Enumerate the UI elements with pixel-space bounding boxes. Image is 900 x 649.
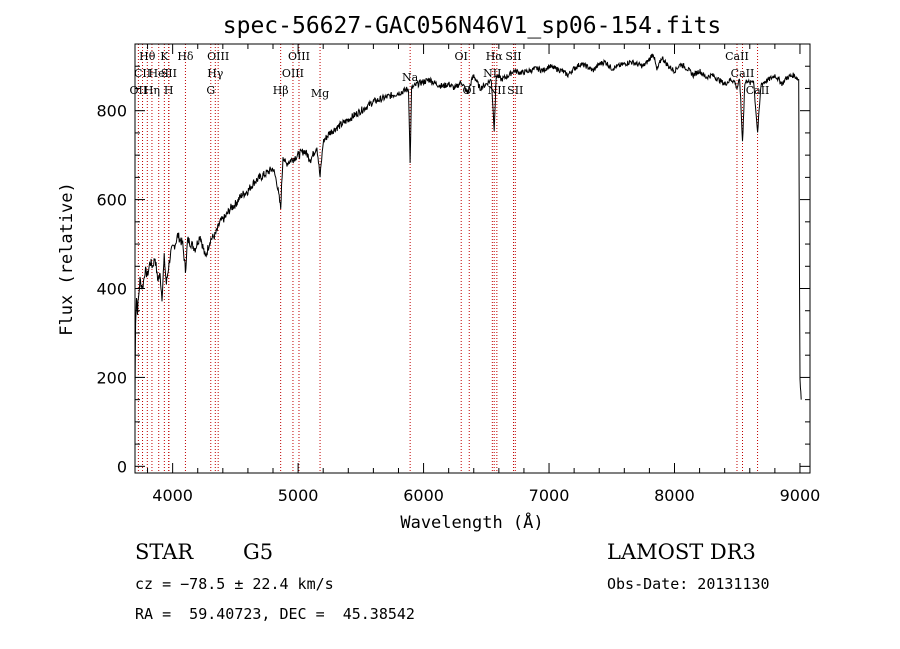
redshift-readout: cz = −78.5 ± 22.4 km/s: [135, 575, 334, 593]
spectral-line-label: SII: [505, 50, 521, 63]
plot-frame: [134, 43, 811, 474]
survey-name: LAMOST DR3: [607, 540, 756, 564]
y-tick-label: 800: [96, 102, 127, 121]
spectral-line-label: Hδ: [177, 50, 194, 63]
x-tick-label: 5000: [278, 486, 319, 505]
spectral-line-label: OIII: [288, 50, 310, 63]
spectral-line-label: HeI: [148, 67, 168, 80]
spectral-line-label: OIII: [282, 67, 304, 80]
spectral-line-label: Mg: [311, 87, 329, 100]
y-tick-label: 400: [96, 280, 127, 299]
spectral-line-labels: Hθ OII CII Hη HeI K SII H Hδ OIII Hγ G Hβ OIII OIII Mg N…: [130, 50, 770, 100]
spectral-line-label: OI: [463, 84, 476, 97]
spectral-line-label: CaII: [746, 84, 770, 97]
spectral-line-label: K: [160, 50, 169, 63]
sky-coordinates: RA = 59.40723, DEC = 45.38542: [135, 605, 415, 623]
spectral-line-markers: [137, 44, 759, 473]
spectral-line-label: SII: [507, 84, 523, 97]
spectral-line-label: Hθ: [139, 50, 156, 63]
spectral-line-label: CaII: [725, 50, 749, 63]
spectral-line-label: Hα: [486, 50, 504, 63]
spectral-line-label: NII: [488, 84, 506, 97]
spectral-line-label: G: [206, 84, 215, 97]
observation-date: Obs-Date: 20131130: [607, 575, 770, 593]
spectral-line-label: OI: [455, 50, 468, 63]
flux-series-line: [134, 53, 802, 400]
spectral-line-label: Na: [402, 71, 419, 84]
spectral-line-label: OII: [130, 84, 148, 97]
object-subclass: G5: [243, 540, 274, 564]
y-tick-label: 0: [117, 457, 127, 476]
chart-title: spec-56627-GAC056N46V1_sp06-154.fits: [223, 13, 722, 39]
spectral-line-label: SII: [161, 67, 177, 80]
spectral-line-label: Hγ: [207, 67, 224, 80]
x-tick-label: 4000: [152, 486, 193, 505]
spectral-line-label: CII: [134, 67, 151, 80]
spectral-line-label: H: [164, 84, 174, 97]
y-tick-label: 600: [96, 191, 127, 210]
spectral-line-label: CaII: [731, 67, 755, 80]
x-tick-label: 8000: [654, 486, 695, 505]
spectral-line-label: OIII: [207, 50, 229, 63]
x-axis-label: Wavelength (Å): [400, 511, 543, 533]
object-class: STAR: [135, 540, 194, 564]
spectral-line-label: Hη: [144, 84, 160, 97]
y-tick-label: 200: [96, 368, 127, 387]
x-tick-label: 9000: [780, 486, 821, 505]
x-tick-label: 6000: [403, 486, 444, 505]
y-axis-label: Flux (relative): [57, 182, 77, 336]
spectral-line-label: Hβ: [273, 84, 289, 97]
axis-ticks: 4000 5000 6000 7000 8000 9000 0 200 400 600 800: [96, 44, 820, 505]
x-tick-label: 7000: [529, 486, 570, 505]
